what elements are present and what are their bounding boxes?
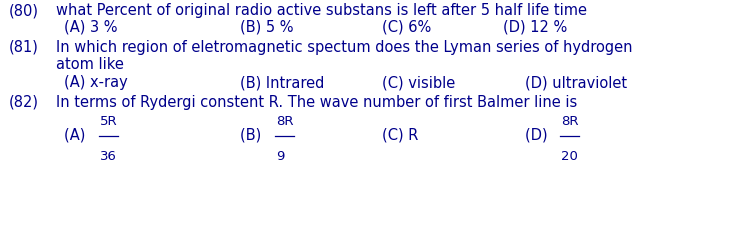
Text: (D) 12 %: (D) 12 % <box>503 20 567 35</box>
Text: 9: 9 <box>276 149 284 162</box>
Text: 8R: 8R <box>561 114 578 128</box>
Text: (81): (81) <box>9 40 39 55</box>
Text: (B): (B) <box>240 127 266 142</box>
Text: (B) 5 %: (B) 5 % <box>240 20 293 35</box>
Text: (82): (82) <box>9 95 39 109</box>
Text: atom like: atom like <box>56 57 125 72</box>
Text: (D): (D) <box>525 127 552 142</box>
Text: 5R: 5R <box>100 114 117 128</box>
Text: (80): (80) <box>9 3 39 18</box>
Text: (C) 6%: (C) 6% <box>382 20 432 35</box>
Text: In which region of eletromagnetic spectum does the Lyman series of hydrogen: In which region of eletromagnetic spectu… <box>56 40 633 55</box>
Text: what Percent of original radio active substans is left after 5 half life time: what Percent of original radio active su… <box>56 3 587 18</box>
Text: (C) R: (C) R <box>382 127 418 142</box>
Text: (A) 3 %: (A) 3 % <box>64 20 117 35</box>
Text: (B) Intrared: (B) Intrared <box>240 75 324 90</box>
Text: 20: 20 <box>561 149 578 162</box>
Text: 8R: 8R <box>276 114 293 128</box>
Text: In terms of Rydergi constent R. The wave number of first Balmer line is: In terms of Rydergi constent R. The wave… <box>56 95 578 109</box>
Text: (A) x-ray: (A) x-ray <box>64 75 128 90</box>
Text: (A): (A) <box>64 127 90 142</box>
Text: (D) ultraviolet: (D) ultraviolet <box>525 75 627 90</box>
Text: 36: 36 <box>100 149 117 162</box>
Text: (C) visible: (C) visible <box>382 75 456 90</box>
